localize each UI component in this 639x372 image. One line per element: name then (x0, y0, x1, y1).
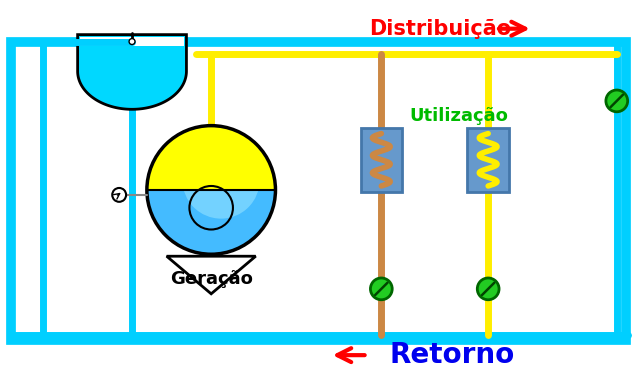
Text: Distribuição: Distribuição (369, 19, 512, 39)
Bar (12, 42, 626, 340)
Circle shape (147, 126, 275, 254)
Polygon shape (80, 36, 185, 46)
Circle shape (477, 278, 499, 300)
Circle shape (371, 278, 392, 300)
FancyBboxPatch shape (467, 128, 509, 192)
Circle shape (606, 90, 627, 112)
Circle shape (129, 39, 135, 45)
Text: Retorno: Retorno (389, 341, 514, 369)
Text: Geração: Geração (170, 270, 252, 288)
Text: Utilização: Utilização (409, 107, 508, 125)
Circle shape (183, 141, 259, 219)
Circle shape (112, 188, 126, 202)
FancyBboxPatch shape (360, 128, 402, 192)
Polygon shape (77, 35, 187, 109)
Wedge shape (147, 126, 275, 190)
